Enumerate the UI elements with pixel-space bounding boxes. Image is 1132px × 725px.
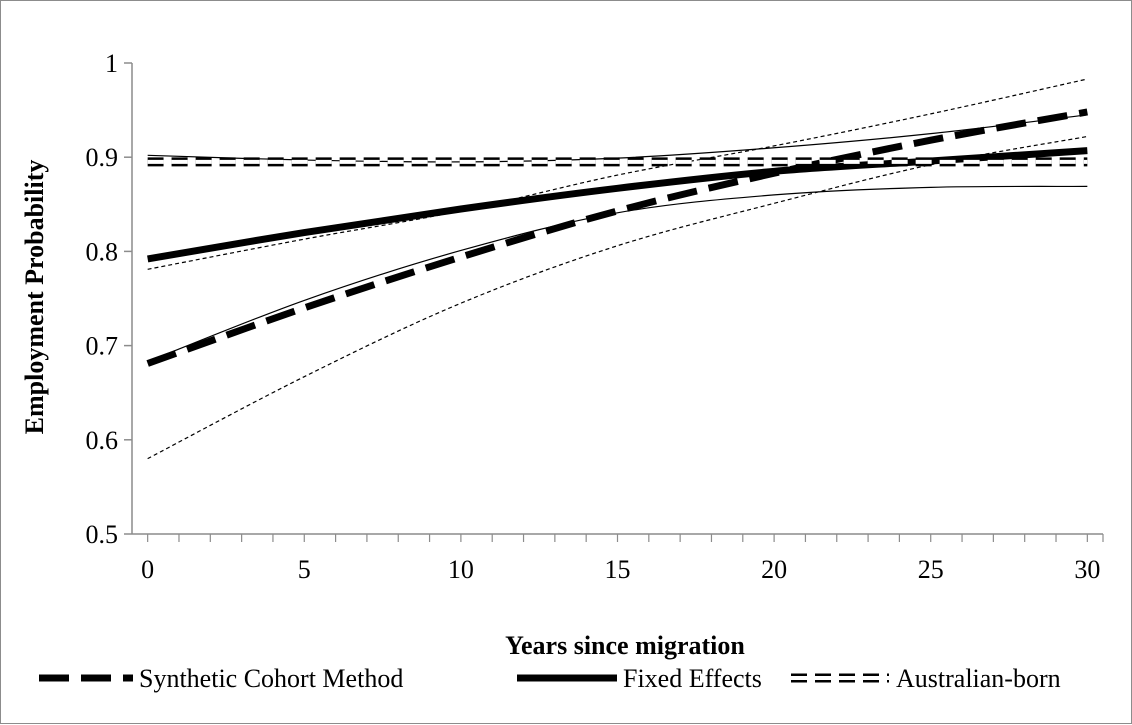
legend-item-1: Fixed Effects <box>517 664 762 693</box>
y-axis-title: Employment Probability <box>20 160 49 435</box>
axes: 0.50.60.70.80.910 5 10 15 20 25 30 <box>86 49 1104 584</box>
x-tick-label: 30 <box>1074 555 1100 584</box>
y-tick-label: 1 <box>105 49 118 78</box>
plot-lines <box>146 78 1088 460</box>
y-tick-label: 0.6 <box>86 426 119 455</box>
x-axis-title: Years since migration <box>505 631 745 660</box>
legend-item-2: Australian-born <box>791 664 1061 693</box>
legend-item-0: Synthetic Cohort Method <box>39 664 403 693</box>
legend-label-1: Fixed Effects <box>623 664 762 693</box>
legend-label-0: Synthetic Cohort Method <box>139 664 403 693</box>
y-tick-label: 0.9 <box>86 143 119 172</box>
x-tick-label: 5 <box>298 555 311 584</box>
x-tick-label: 25 <box>918 555 944 584</box>
x-tick-label: 10 <box>448 555 474 584</box>
y-tick-label: 0.8 <box>86 237 119 266</box>
x-tick-label: 20 <box>761 555 787 584</box>
confidence-band-1-upper <box>147 114 1088 163</box>
y-tick-label: 0.5 <box>86 520 119 549</box>
confidence-band-1-lower <box>147 185 1088 363</box>
y-tick-label: 0.7 <box>86 332 119 361</box>
series-line-0 <box>146 108 1088 367</box>
x-tick-label: 0 <box>141 555 154 584</box>
x-tick-label: 15 <box>605 555 631 584</box>
legend: Synthetic Cohort Method Fixed Effects Aust… <box>39 664 1061 693</box>
legend-label-2: Australian-born <box>896 664 1061 693</box>
confidence-band-0-upper <box>147 78 1088 270</box>
